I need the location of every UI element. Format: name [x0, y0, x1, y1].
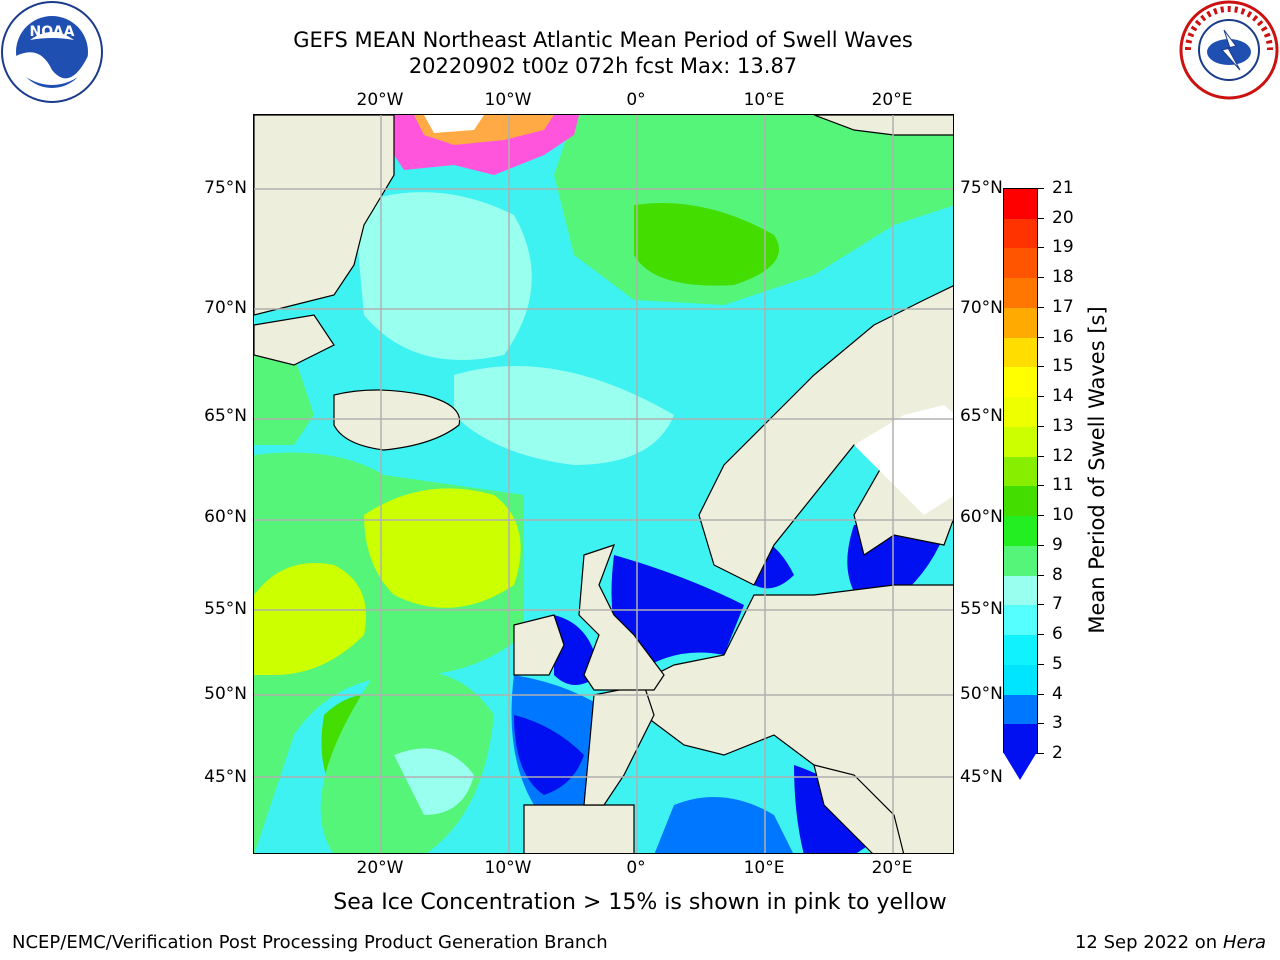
- colorbar-tick-label: 8: [1052, 564, 1063, 585]
- colorbar-title: Mean Period of Swell Waves [s]: [1085, 306, 1109, 634]
- colorbar-segment: [1004, 278, 1037, 309]
- lat-tick-right: 65°N: [960, 406, 1003, 426]
- colorbar-tick-label: 20: [1052, 207, 1074, 228]
- lon-tick-top: 10°E: [743, 90, 785, 110]
- colorbar-tick-label: 10: [1052, 505, 1074, 526]
- generation-date: 12 Sep 2022 on Hera: [1075, 932, 1266, 953]
- lon-tick-top: 20°E: [871, 90, 913, 110]
- map-field: [254, 115, 953, 853]
- lon-tick-bottom: 20°E: [871, 858, 913, 878]
- colorbar-tick-mark: [1037, 693, 1044, 695]
- host-name: Hera: [1222, 932, 1266, 953]
- lat-tick-left: 60°N: [204, 507, 247, 527]
- colorbar-tick-label: 16: [1052, 326, 1074, 347]
- colorbar-tick-label: 9: [1052, 534, 1063, 555]
- colorbar-tick-mark: [1037, 277, 1044, 279]
- colorbar: [1003, 188, 1038, 755]
- colorbar-tick-mark: [1037, 217, 1044, 219]
- lon-tick-bottom: 20°W: [356, 858, 404, 878]
- colorbar-tick-label: 13: [1052, 415, 1074, 436]
- colorbar-segment: [1004, 189, 1037, 220]
- colorbar-tick-label: 14: [1052, 386, 1074, 407]
- svg-text:NOAA: NOAA: [30, 24, 75, 40]
- lat-tick-right: 60°N: [960, 507, 1003, 527]
- colorbar-segment: [1004, 545, 1037, 577]
- colorbar-tick-mark: [1037, 753, 1044, 754]
- colorbar-tick-label: 15: [1052, 356, 1074, 377]
- lon-tick-bottom: 10°W: [484, 858, 532, 878]
- sea-ice-note: Sea Ice Concentration > 15% is shown in …: [333, 890, 947, 915]
- colorbar-segment: [1004, 426, 1037, 458]
- colorbar-tick-label: 12: [1052, 445, 1074, 466]
- colorbar-tick-label: 2: [1052, 743, 1063, 763]
- branch-credit: NCEP/EMC/Verification Post Processing Pr…: [12, 932, 608, 953]
- colorbar-segment: [1004, 337, 1037, 368]
- colorbar-segment: [1004, 724, 1037, 755]
- colorbar-segment: [1004, 635, 1037, 666]
- lat-tick-right: 75°N: [960, 178, 1003, 198]
- colorbar-tick-mark: [1037, 455, 1044, 457]
- colorbar-tick-label: 19: [1052, 237, 1074, 258]
- colorbar-tick-mark: [1037, 306, 1044, 308]
- colorbar-tick-mark: [1037, 396, 1044, 398]
- colorbar-tick-mark: [1037, 723, 1044, 725]
- colorbar-tick-label: 7: [1052, 594, 1063, 615]
- colorbar-tick-label: 3: [1052, 713, 1063, 734]
- lat-tick-right: 50°N: [960, 684, 1003, 704]
- lon-tick-bottom: 10°E: [743, 858, 785, 878]
- colorbar-segment: [1004, 575, 1037, 606]
- colorbar-tick-label: 4: [1052, 683, 1063, 704]
- forecast-subtitle: 20220902 t00z 072h fcst Max: 13.87: [408, 54, 798, 78]
- colorbar-tick-label: 5: [1052, 653, 1063, 674]
- colorbar-tick-label: 21: [1052, 178, 1074, 198]
- lon-tick-top: 20°W: [356, 90, 404, 110]
- generation-date-text: 12 Sep 2022 on: [1074, 932, 1218, 953]
- colorbar-tick-mark: [1037, 366, 1044, 368]
- colorbar-tick-mark: [1037, 663, 1044, 665]
- lat-tick-left: 55°N: [204, 599, 247, 619]
- colorbar-segment: [1004, 456, 1037, 487]
- lat-tick-right: 55°N: [960, 599, 1003, 619]
- colorbar-tick-mark: [1037, 485, 1044, 487]
- lat-tick-left: 70°N: [204, 298, 247, 318]
- colorbar-tick-mark: [1037, 425, 1044, 427]
- colorbar-tick-mark: [1037, 336, 1044, 338]
- map-title: GEFS MEAN Northeast Atlantic Mean Period…: [293, 28, 913, 52]
- colorbar-tick-label: 11: [1052, 475, 1074, 496]
- colorbar-segment: [1004, 367, 1037, 398]
- lat-tick-left: 75°N: [204, 178, 247, 198]
- colorbar-segment: [1004, 664, 1037, 696]
- colorbar-segment: [1004, 605, 1037, 636]
- colorbar-segment: [1004, 248, 1037, 279]
- colorbar-segment: [1004, 486, 1037, 517]
- colorbar-segment: [1004, 307, 1037, 339]
- lat-tick-left: 45°N: [204, 767, 247, 787]
- lat-tick-left: 65°N: [204, 406, 247, 426]
- lon-tick-bottom: 0°: [626, 858, 646, 878]
- colorbar-tick-label: 18: [1052, 267, 1074, 288]
- lat-tick-left: 50°N: [204, 684, 247, 704]
- swell-period-map: [253, 114, 954, 854]
- lon-tick-top: 10°W: [484, 90, 532, 110]
- colorbar-segment: [1004, 516, 1037, 547]
- colorbar-tick-mark: [1037, 574, 1044, 576]
- colorbar-tick-mark: [1037, 544, 1044, 546]
- lat-tick-right: 70°N: [960, 298, 1003, 318]
- colorbar-tick-mark: [1037, 634, 1044, 636]
- colorbar-tick-label: 17: [1052, 296, 1074, 317]
- colorbar-tick-mark: [1037, 188, 1044, 189]
- colorbar-tick-label: 6: [1052, 624, 1063, 645]
- colorbar-tick-mark: [1037, 247, 1044, 249]
- nws-logo: [1179, 0, 1279, 100]
- colorbar-tick-mark: [1037, 604, 1044, 606]
- lon-tick-top: 0°: [626, 90, 646, 110]
- colorbar-tick-mark: [1037, 515, 1044, 517]
- noaa-logo: NOAA: [1, 1, 103, 103]
- colorbar-segment: [1004, 397, 1037, 428]
- colorbar-segment: [1004, 218, 1037, 249]
- colorbar-under-arrow: [1003, 752, 1037, 780]
- lat-tick-right: 45°N: [960, 767, 1003, 787]
- colorbar-segment: [1004, 694, 1037, 725]
